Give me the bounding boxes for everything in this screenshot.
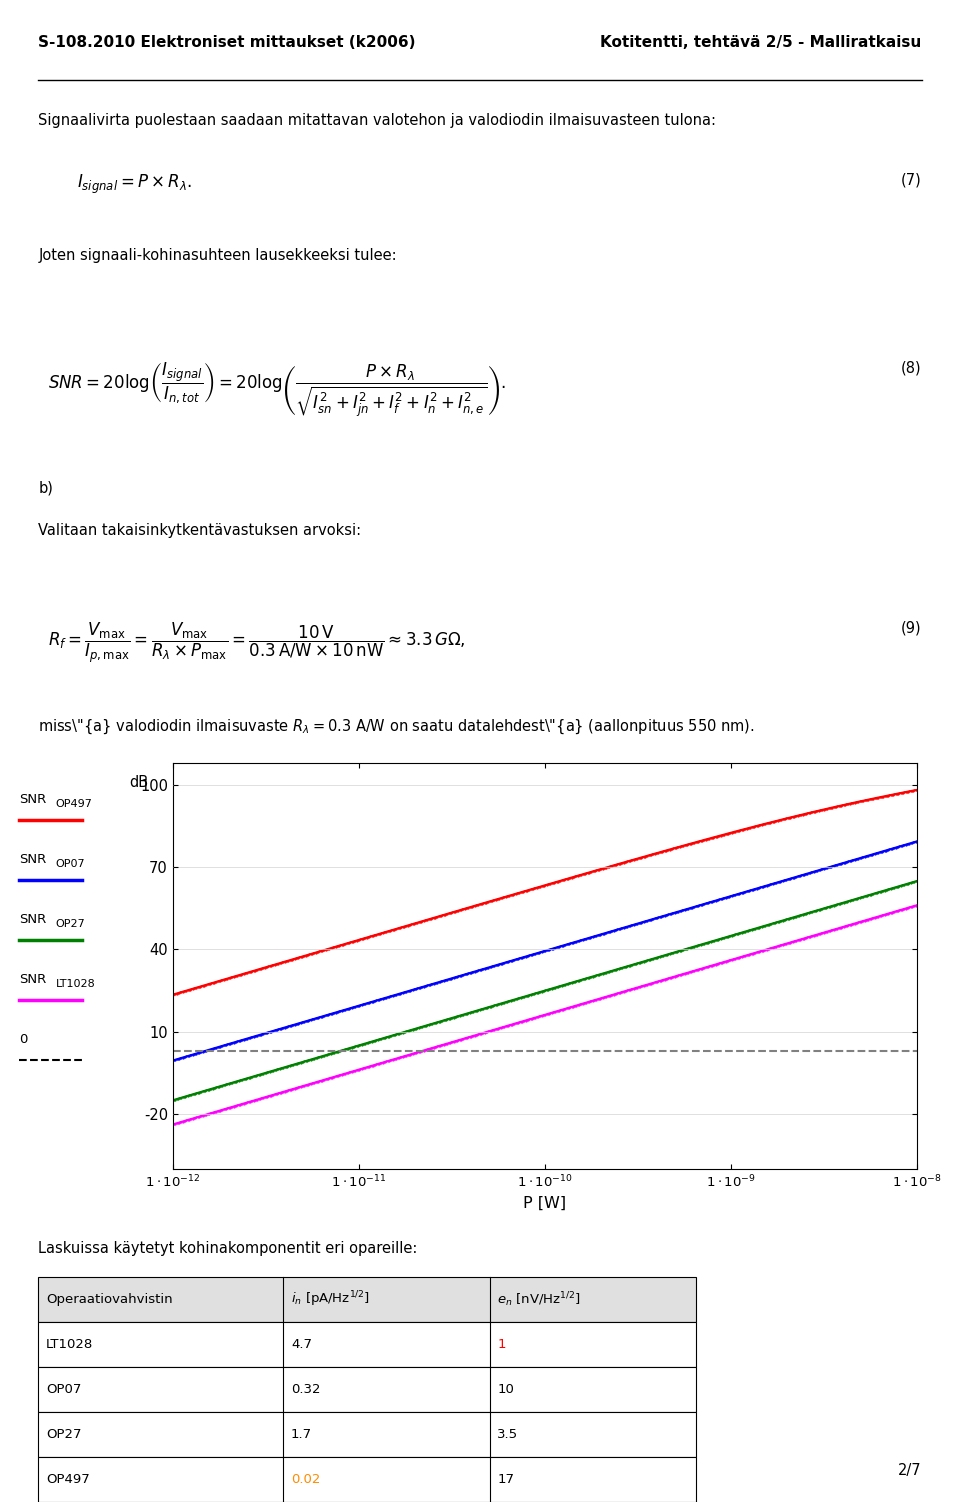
Bar (38, 1322, 696, 1367)
Text: OP497: OP497 (46, 1473, 90, 1485)
Text: Operaatiovahvistin: Operaatiovahvistin (46, 1293, 173, 1305)
Text: $e_n$ [nV/Hz$^{1/2}$]: $e_n$ [nV/Hz$^{1/2}$] (497, 1290, 581, 1308)
Text: (9): (9) (901, 620, 922, 635)
Bar (38, 1277, 696, 1322)
Text: Valitaan takaisinkytkentävastuksen arvoksi:: Valitaan takaisinkytkentävastuksen arvok… (38, 523, 362, 538)
Text: 1: 1 (497, 1338, 506, 1350)
Text: $i_n$ [pA/Hz$^{1/2}$]: $i_n$ [pA/Hz$^{1/2}$] (291, 1289, 370, 1310)
Text: dB: dB (130, 775, 149, 790)
Text: SNR: SNR (19, 853, 46, 867)
Bar (38, 1457, 696, 1502)
Text: (7): (7) (900, 173, 922, 188)
Text: (8): (8) (901, 360, 922, 376)
Text: SNR: SNR (19, 913, 46, 927)
Text: 0: 0 (19, 1033, 28, 1047)
Text: $R_f = \dfrac{V_{\max}}{I_{p,\max}} = \dfrac{V_{\max}}{R_{\lambda} \times P_{\ma: $R_f = \dfrac{V_{\max}}{I_{p,\max}} = \d… (48, 620, 466, 665)
Text: 4.7: 4.7 (291, 1338, 312, 1350)
Text: SNR: SNR (19, 973, 46, 987)
Text: OP27: OP27 (46, 1428, 82, 1440)
Text: LT1028: LT1028 (56, 979, 95, 990)
Text: $I_{signal} = P \times R_{\lambda}$.: $I_{signal} = P \times R_{\lambda}$. (77, 173, 192, 195)
Text: 10: 10 (497, 1383, 515, 1395)
Text: OP07: OP07 (46, 1383, 82, 1395)
Text: miss\"{a} valodiodin ilmaisuvaste $R_{\lambda} = 0.3$ A/W on saatu datalehdest\": miss\"{a} valodiodin ilmaisuvaste $R_{\l… (38, 718, 756, 736)
Text: OP27: OP27 (56, 919, 85, 930)
Bar (38, 1367, 696, 1412)
Bar (38, 1412, 696, 1457)
Text: OP07: OP07 (56, 859, 85, 870)
Text: 17: 17 (497, 1473, 515, 1485)
Text: b): b) (38, 481, 53, 496)
Text: 3.5: 3.5 (497, 1428, 518, 1440)
Text: 0.32: 0.32 (291, 1383, 321, 1395)
Text: 1.7: 1.7 (291, 1428, 312, 1440)
Text: S-108.2010 Elektroniset mittaukset (k2006): S-108.2010 Elektroniset mittaukset (k200… (38, 35, 416, 50)
X-axis label: P [W]: P [W] (523, 1196, 566, 1211)
Text: 2/7: 2/7 (898, 1463, 922, 1478)
Text: 0.02: 0.02 (291, 1473, 321, 1485)
Text: Laskuissa käytetyt kohinakomponentit eri opareille:: Laskuissa käytetyt kohinakomponentit eri… (38, 1241, 418, 1256)
Text: LT1028: LT1028 (46, 1338, 93, 1350)
Text: OP497: OP497 (56, 799, 92, 810)
Text: SNR: SNR (19, 793, 46, 807)
Text: $SNR = 20\log\!\left(\dfrac{I_{signal}}{I_{n,tot}}\right) = 20\log\!\left(\dfrac: $SNR = 20\log\!\left(\dfrac{I_{signal}}{… (48, 360, 506, 419)
Text: Joten signaali-kohinasuhteen lausekkeeksi tulee:: Joten signaali-kohinasuhteen lausekkeeks… (38, 248, 397, 263)
Text: Kotitentti, tehtävä 2/5 - Malliratkaisu: Kotitentti, tehtävä 2/5 - Malliratkaisu (600, 35, 922, 50)
Text: Signaalivirta puolestaan saadaan mitattavan valotehon ja valodiodin ilmaisuvaste: Signaalivirta puolestaan saadaan mitatta… (38, 113, 716, 128)
